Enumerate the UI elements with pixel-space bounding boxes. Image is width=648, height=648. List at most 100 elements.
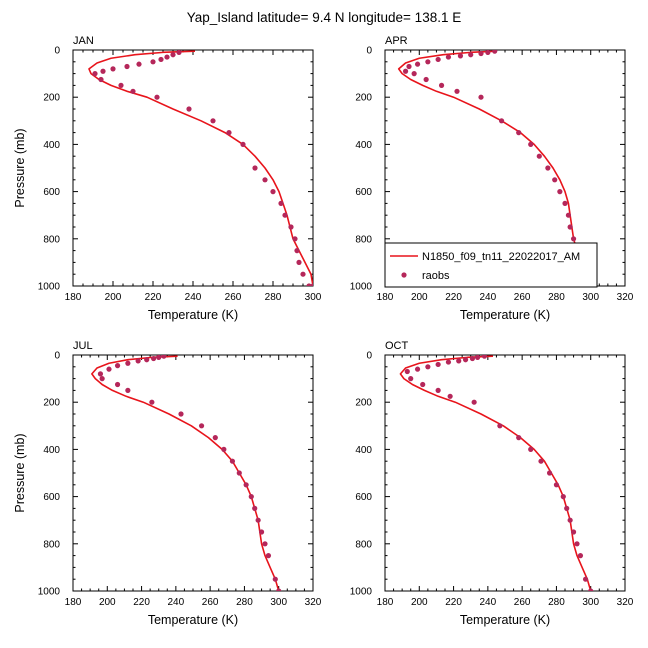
x-axis-label: Temperature (K)	[460, 308, 550, 322]
figure-title: Yap_Island latitude= 9.4 N longitude= 13…	[187, 10, 461, 25]
x-tick-label: 320	[617, 292, 634, 303]
raobs-point	[469, 355, 476, 362]
raobs-point	[294, 248, 300, 254]
model-profile-line	[397, 50, 592, 286]
raobs-point	[110, 66, 116, 72]
raobs-point	[296, 259, 302, 265]
x-tick-label: 240	[185, 292, 202, 303]
x-tick-label: 260	[514, 597, 531, 608]
raobs-point	[545, 165, 551, 171]
x-tick-label: 200	[105, 292, 122, 303]
raobs-point	[248, 494, 254, 500]
y-tick-label: 0	[366, 351, 372, 362]
raobs-point	[255, 517, 261, 523]
raobs-point	[492, 50, 498, 54]
raobs-point	[178, 411, 184, 417]
raobs-point	[114, 363, 121, 369]
x-tick-label: 260	[514, 292, 531, 303]
raobs-point	[282, 212, 288, 218]
x-axis-label: Temperature (K)	[148, 613, 238, 627]
raobs-point	[588, 588, 594, 591]
plot-area	[399, 355, 594, 591]
x-tick-label: 200	[99, 597, 116, 608]
y-tick-label: 600	[355, 492, 372, 503]
y-tick-label: 400	[355, 445, 372, 456]
y-tick-label: 400	[43, 140, 60, 151]
raobs-point	[557, 189, 563, 195]
raobs-point	[125, 360, 131, 366]
raobs-point	[252, 505, 258, 511]
raobs-point	[118, 82, 124, 88]
raobs-point	[150, 59, 156, 65]
raobs-point	[582, 576, 589, 582]
y-tick-label: 800	[43, 539, 60, 550]
raobs-point	[528, 446, 534, 452]
x-tick-label: 240	[480, 292, 497, 303]
y-tick-label: 1000	[38, 587, 61, 598]
raobs-point	[158, 56, 164, 63]
raobs-point	[136, 61, 142, 67]
x-tick-label: 320	[305, 597, 322, 608]
raobs-point	[485, 50, 491, 55]
plot-frame	[72, 49, 314, 287]
raobs-point	[567, 224, 573, 230]
raobs-point	[262, 541, 268, 547]
x-tick-label: 180	[65, 292, 82, 303]
raobs-point	[100, 68, 106, 74]
raobs-point	[445, 54, 452, 60]
x-tick-label: 240	[480, 597, 497, 608]
raobs-point	[497, 423, 503, 429]
x-tick-label: 180	[377, 292, 394, 303]
x-tick-label: 320	[617, 597, 634, 608]
raobs-point	[498, 118, 505, 124]
y-axis-label: Pressure (mb)	[13, 433, 27, 512]
raobs-point	[164, 54, 170, 60]
x-axis-label: Temperature (K)	[460, 613, 550, 627]
raobs-point	[565, 212, 572, 218]
x-tick-label: 300	[305, 292, 322, 303]
raobs-point	[552, 177, 558, 183]
y-tick-label: 200	[43, 93, 60, 104]
legend-model-label: N1850_f09_tn11_22022017_AM	[422, 251, 580, 263]
raobs-point	[278, 200, 284, 206]
raobs-point	[97, 371, 104, 377]
raobs-point	[240, 141, 246, 147]
raobs-point	[462, 357, 469, 363]
raobs-point	[406, 63, 412, 70]
raobs-point	[567, 517, 573, 523]
y-tick-label: 800	[355, 539, 372, 550]
raobs-point	[528, 141, 534, 147]
panel-label: APR	[385, 35, 408, 47]
raobs-point	[226, 130, 232, 136]
plot-frame	[384, 354, 626, 592]
raobs-point	[161, 355, 167, 359]
raobs-point	[236, 470, 242, 476]
raobs-point	[212, 435, 218, 441]
raobs-point	[144, 357, 150, 363]
raobs-point	[221, 446, 227, 452]
x-tick-label: 280	[236, 597, 253, 608]
raobs-point	[114, 381, 121, 388]
panel-label: JUL	[73, 340, 93, 352]
y-tick-label: 200	[355, 398, 372, 409]
raobs-point	[516, 130, 522, 136]
raobs-point	[243, 482, 249, 488]
raobs-point	[457, 53, 464, 59]
raobs-point	[149, 399, 155, 405]
raobs-point	[574, 541, 580, 547]
raobs-point	[150, 355, 157, 362]
raobs-point	[262, 177, 268, 183]
x-tick-label: 300	[582, 597, 599, 608]
panel-label: OCT	[385, 340, 409, 352]
raobs-point	[454, 88, 460, 94]
legend-obs-swatch	[401, 272, 407, 278]
x-tick-label: 180	[377, 597, 394, 608]
raobs-point	[553, 482, 560, 488]
raobs-point	[176, 50, 182, 55]
raobs-point	[445, 359, 452, 365]
raobs-point	[258, 529, 265, 535]
raobs-point	[408, 376, 414, 382]
model-profile-line	[91, 355, 280, 591]
raobs-point	[252, 165, 258, 171]
y-tick-label: 400	[43, 445, 60, 456]
